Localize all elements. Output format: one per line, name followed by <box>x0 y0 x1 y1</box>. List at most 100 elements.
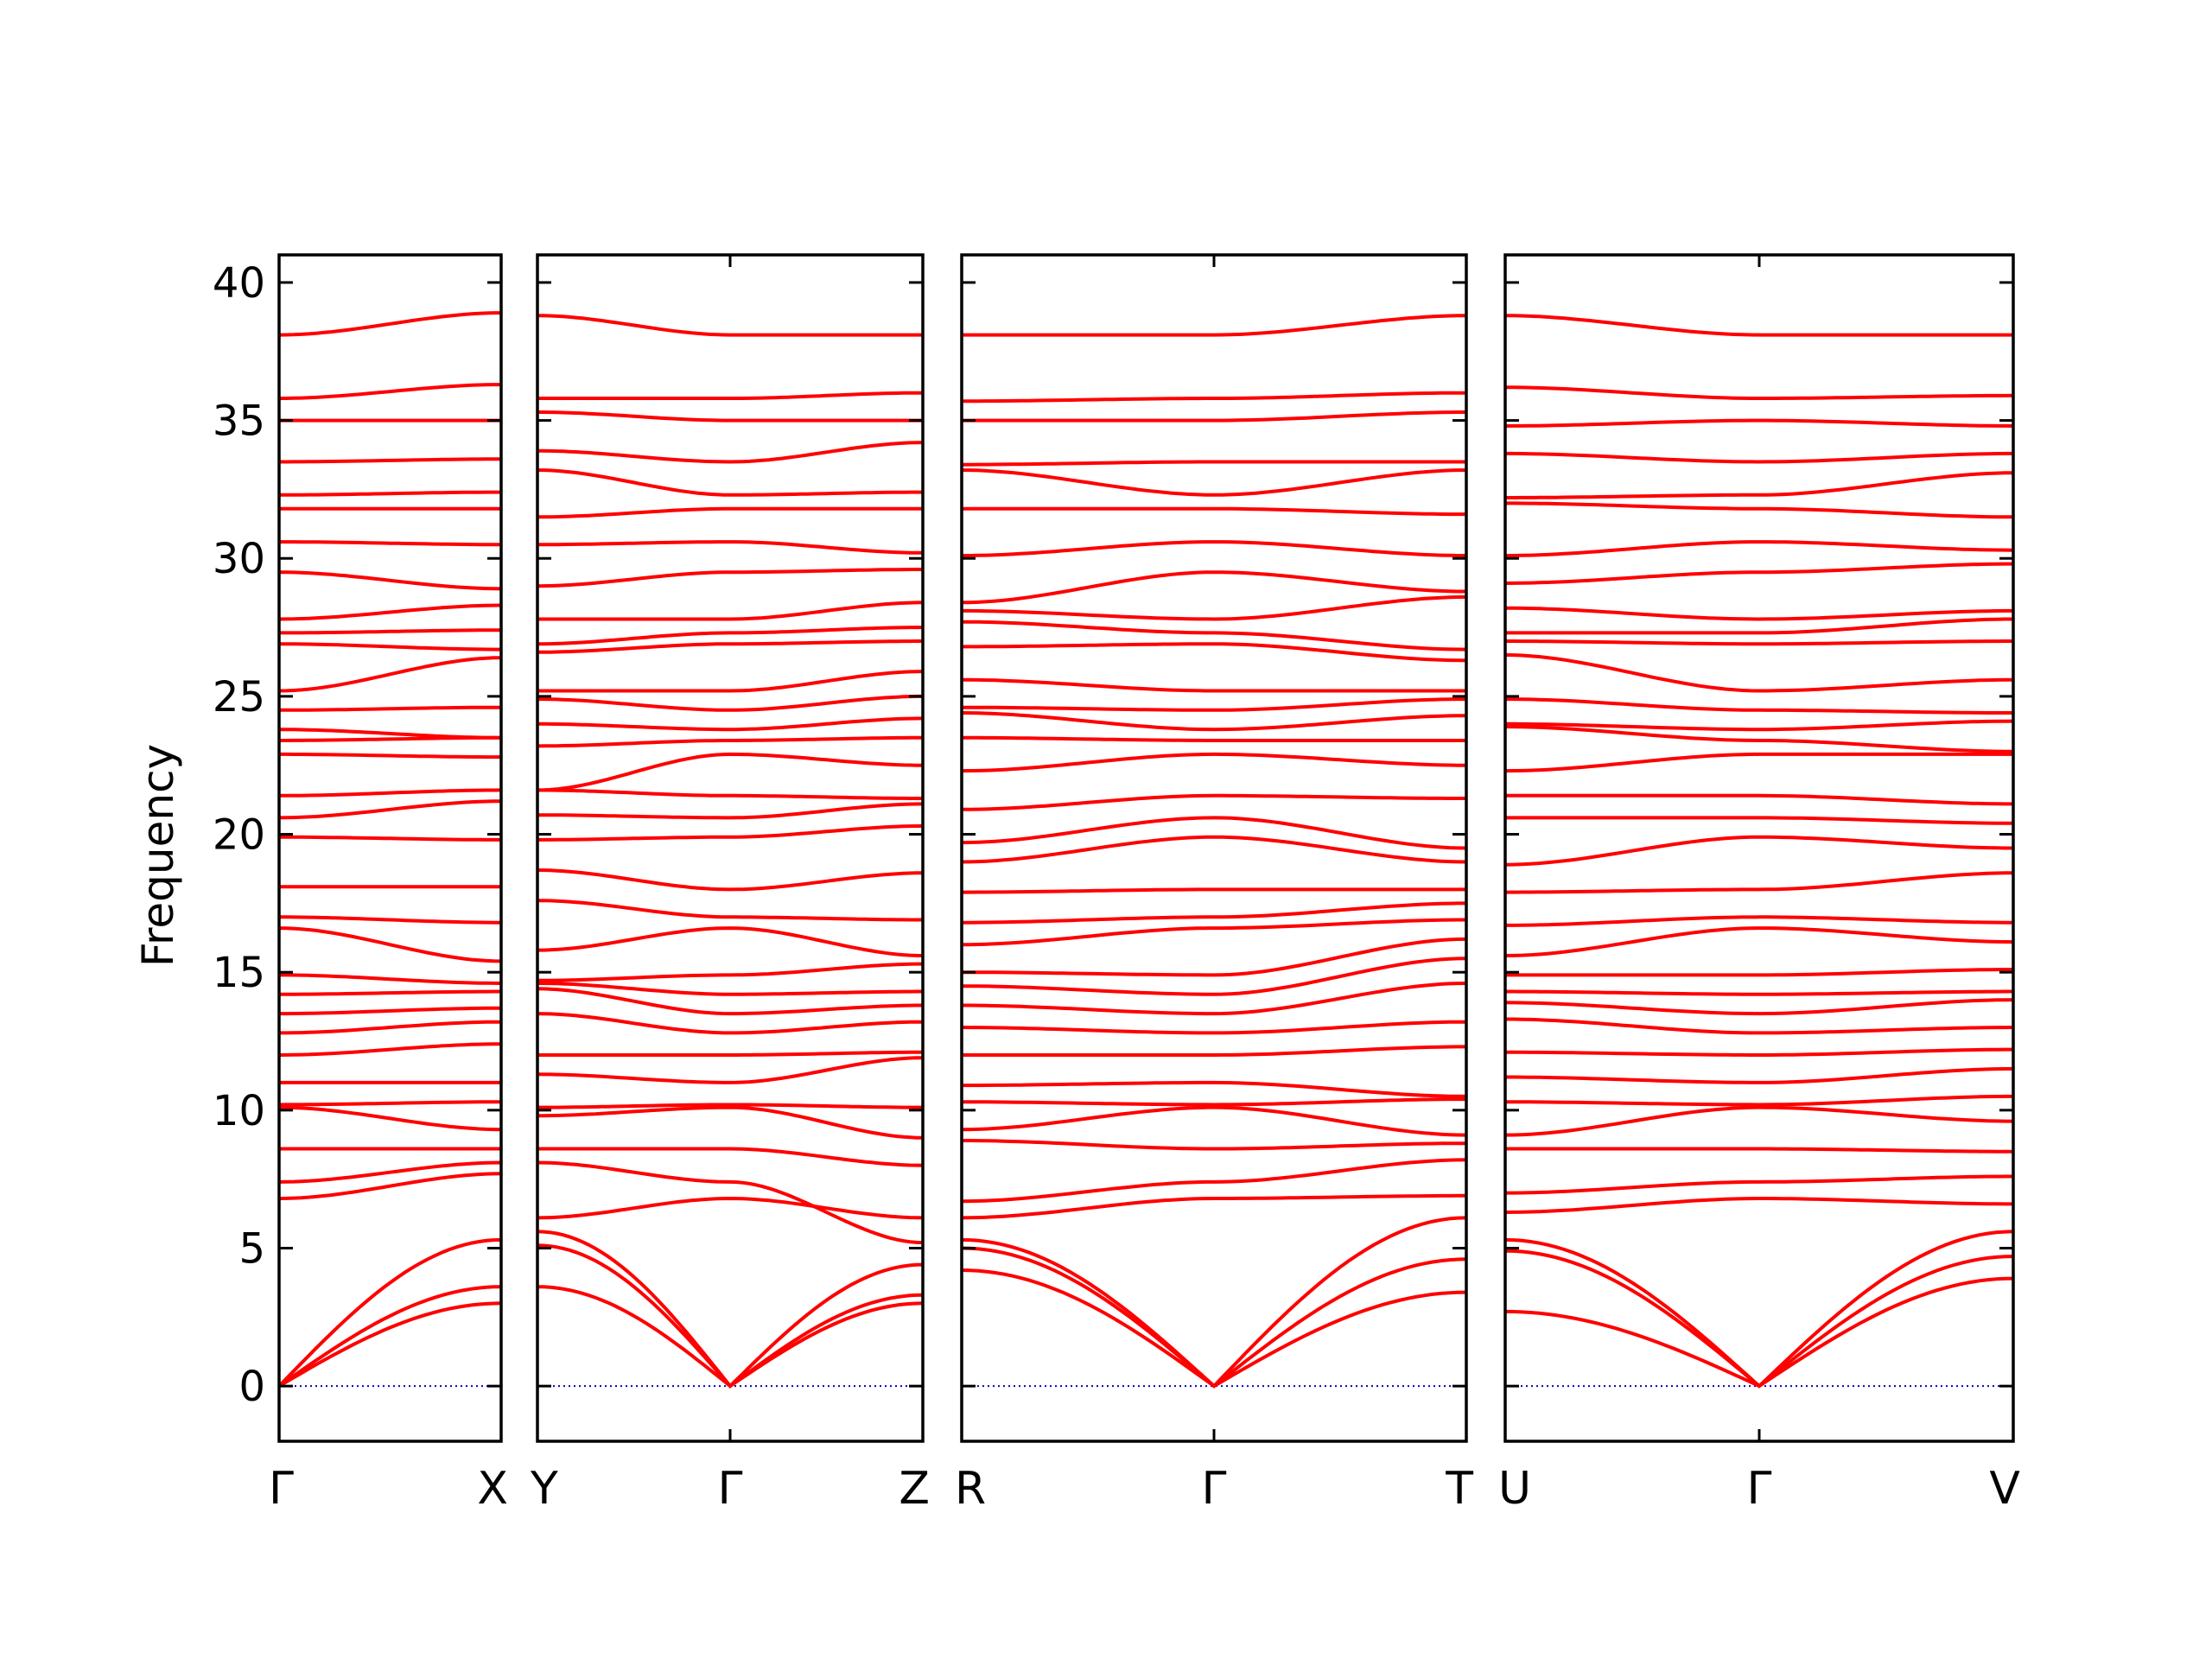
optical-branch-14 <box>962 887 1466 894</box>
optical-branch-17 <box>279 788 502 798</box>
optical-branch-21 <box>962 697 1466 712</box>
optical-branch-30 <box>537 441 924 464</box>
optical-branch-27 <box>962 540 1466 557</box>
optical-branch-4 <box>1504 1105 2013 1137</box>
optical-branch-25 <box>962 594 1467 621</box>
optical-branch-24 <box>537 626 923 646</box>
optical-branch-22 <box>961 677 1466 693</box>
optical-branch-13 <box>537 899 923 922</box>
optical-branch-23 <box>537 639 923 654</box>
optical-branch-11 <box>537 962 923 982</box>
optical-branch-33 <box>537 314 923 337</box>
optical-branch-31 <box>537 410 923 423</box>
optical-branch-16 <box>537 802 924 820</box>
optical-branch-5 <box>962 1097 1466 1107</box>
optical-branch-4 <box>537 1105 924 1140</box>
optical-branch-15 <box>961 835 1467 864</box>
optical-branch-11 <box>279 973 502 985</box>
optical-branch-33 <box>962 314 1467 337</box>
optical-branch-20 <box>1505 719 2014 732</box>
optical-branch-23 <box>962 642 1467 663</box>
optical-branch-2 <box>278 1160 502 1184</box>
panel-frame <box>1503 253 2015 1443</box>
optical-branch-3 <box>1505 1147 2013 1154</box>
optical-branch-29 <box>962 468 1466 497</box>
optical-branch-25 <box>537 601 924 621</box>
optical-branch-2 <box>1505 1174 2013 1195</box>
y-tick-label: 20 <box>213 811 265 860</box>
optical-branch-2 <box>537 1160 924 1245</box>
k-point-label-1: Γ <box>269 1463 294 1515</box>
optical-branch-10 <box>962 957 1467 996</box>
optical-branch-13 <box>962 901 1466 925</box>
optical-branch-19 <box>962 735 1466 742</box>
optical-branch-17 <box>961 793 1466 811</box>
optical-branch-26 <box>1504 562 2013 585</box>
optical-branch-24 <box>279 628 501 635</box>
y-tick-label: 0 <box>238 1363 265 1411</box>
optical-branch-8 <box>279 1020 501 1035</box>
optical-branch-24 <box>1505 617 2013 635</box>
optical-branch-6 <box>537 1056 924 1084</box>
optical-branch-18 <box>961 752 1466 773</box>
optical-branch-12 <box>961 918 1466 947</box>
optical-branch-6 <box>1505 1066 2014 1084</box>
y-tick-label: 40 <box>213 259 265 308</box>
optical-branch-32 <box>537 391 923 400</box>
optical-branch-9 <box>962 982 1467 1016</box>
acoustic-branch-1 <box>277 1237 502 1388</box>
optical-branch-26 <box>537 568 923 588</box>
optical-branch-31 <box>962 410 1466 423</box>
optical-branch-15 <box>279 835 501 842</box>
optical-branch-30 <box>279 457 501 464</box>
optical-branch-1 <box>961 1193 1466 1220</box>
optical-branch-4 <box>961 1105 1467 1137</box>
optical-branch-11 <box>1505 968 2013 977</box>
optical-branch-24 <box>962 620 1467 652</box>
k-point-label-1: Y <box>530 1463 558 1515</box>
k-point-label-3: Z <box>899 1463 930 1515</box>
optical-branch-28 <box>537 506 923 519</box>
optical-branch-20 <box>961 711 1467 732</box>
acoustic-branch-1 <box>537 1230 924 1389</box>
optical-branch-33 <box>278 311 501 337</box>
optical-branch-6 <box>962 1080 1467 1098</box>
y-tick-label: 35 <box>213 397 265 446</box>
optical-branch-23 <box>279 642 501 652</box>
optical-branch-15 <box>1504 835 2013 867</box>
optical-branch-5 <box>1505 1094 2013 1107</box>
k-point-label-2: Γ <box>718 1463 743 1515</box>
optical-branch-14 <box>1505 871 2014 894</box>
acoustic-branch-2 <box>277 1285 502 1388</box>
optical-branch-19 <box>1504 725 2013 753</box>
optical-branch-16 <box>278 799 502 820</box>
optical-branch-29 <box>279 490 501 497</box>
acoustic-branch-3 <box>537 1285 924 1389</box>
optical-branch-28 <box>1505 501 2013 519</box>
optical-branch-16 <box>1505 816 2014 825</box>
optical-branch-12 <box>1504 926 2014 957</box>
optical-branch-29 <box>537 468 923 497</box>
optical-branch-8 <box>961 1020 1466 1035</box>
optical-branch-25 <box>278 603 502 621</box>
optical-branch-2 <box>961 1158 1467 1204</box>
optical-branch-3 <box>537 1147 924 1167</box>
optical-branch-30 <box>1505 451 2013 464</box>
optical-branch-1 <box>1504 1197 2013 1214</box>
optical-branch-23 <box>1505 639 2013 646</box>
y-tick-label: 15 <box>213 949 265 997</box>
acoustic-branch-3 <box>277 1301 502 1388</box>
optical-branch-22 <box>1504 653 2014 693</box>
optical-branch-12 <box>278 926 502 963</box>
optical-branch-32 <box>279 383 501 400</box>
k-point-label-1: U <box>1498 1463 1531 1515</box>
optical-branch-18 <box>537 752 923 792</box>
optical-branch-22 <box>537 670 924 693</box>
optical-branch-32 <box>1505 385 2014 400</box>
optical-branch-29 <box>1505 471 2014 499</box>
optical-branch-14 <box>537 868 924 892</box>
